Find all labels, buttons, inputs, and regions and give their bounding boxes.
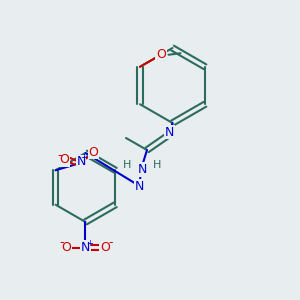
Text: N: N: [81, 241, 90, 254]
Text: H: H: [123, 160, 132, 170]
Text: N: N: [165, 125, 174, 139]
Text: N: N: [138, 163, 147, 176]
Text: N: N: [76, 155, 86, 168]
Text: O: O: [100, 241, 110, 254]
Text: -: -: [109, 236, 113, 250]
Text: -: -: [59, 236, 64, 250]
Text: +: +: [86, 238, 92, 247]
Text: H: H: [153, 160, 162, 170]
Text: O: O: [60, 153, 70, 166]
Text: O: O: [156, 48, 166, 61]
Text: N: N: [135, 179, 144, 193]
Text: O: O: [88, 146, 98, 159]
Text: -: -: [57, 149, 61, 162]
Text: O: O: [61, 241, 71, 254]
Text: +: +: [80, 153, 87, 162]
